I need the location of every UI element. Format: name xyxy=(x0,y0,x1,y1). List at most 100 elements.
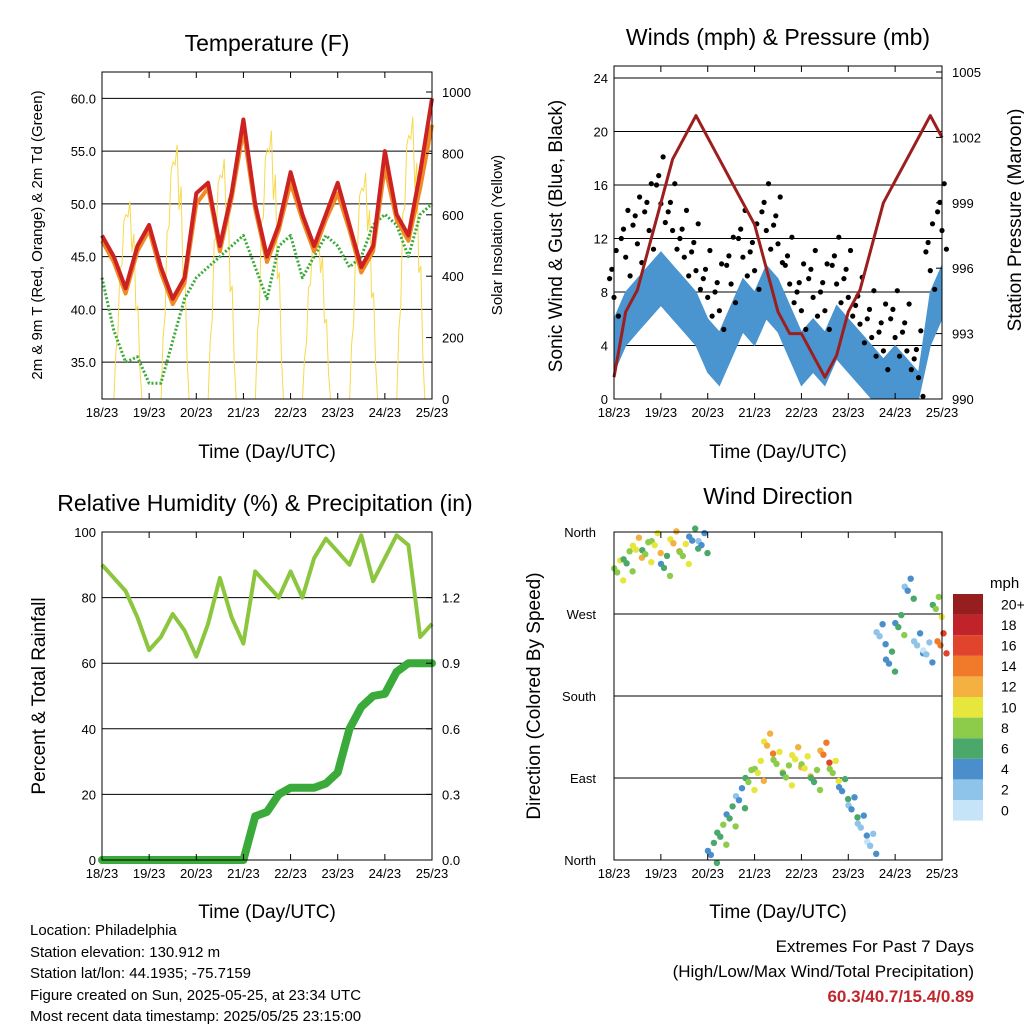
direction-point xyxy=(614,569,621,576)
gust-point xyxy=(892,334,898,341)
speed-legend-swatch xyxy=(953,655,983,677)
gust-point xyxy=(857,321,863,327)
winds-ytick-label: 16 xyxy=(594,178,608,193)
humidity-ytick-right-label: 0.3 xyxy=(442,787,460,802)
gust-point xyxy=(623,254,629,260)
gust-point xyxy=(871,288,877,294)
direction-point xyxy=(873,850,880,857)
gust-point xyxy=(660,154,666,160)
gust-point xyxy=(702,266,709,272)
speed-legend-label: 18 xyxy=(1001,617,1017,633)
gust-point xyxy=(735,235,742,242)
direction-point xyxy=(851,794,858,801)
direction-point xyxy=(863,832,870,839)
direction-point xyxy=(710,839,718,847)
temperature-xtick-label: 18/23 xyxy=(86,405,119,420)
humidity-xticks: 18/23 19/23 20/23 21/23 22/23 23/23 24/23 25/23 xyxy=(86,532,449,881)
gust-point xyxy=(697,286,704,292)
direction-point xyxy=(801,765,808,772)
gust-point xyxy=(923,249,929,255)
temperature-xtick-label: 24/23 xyxy=(369,405,402,420)
solar-insolation-line xyxy=(349,172,379,400)
direction-point xyxy=(898,611,905,619)
gust-point xyxy=(847,247,854,254)
direction-point xyxy=(907,575,914,582)
gust-point xyxy=(826,326,832,332)
direction-point xyxy=(685,560,692,568)
direction-point xyxy=(623,560,630,567)
direction-xtick-label: 24/23 xyxy=(879,866,912,881)
gust-point xyxy=(672,181,678,187)
direction-point xyxy=(673,528,680,535)
direction-point xyxy=(769,750,777,757)
humidity-xtick-label: 24/23 xyxy=(369,866,402,881)
total-rainfall-line xyxy=(98,659,436,864)
temperature-ytick-label: 50.0 xyxy=(71,197,96,212)
humidity-ytick-label: 0 xyxy=(89,853,96,868)
speed-legend-swatch xyxy=(953,758,983,780)
direction-point xyxy=(704,549,711,557)
gust-point xyxy=(768,246,774,252)
gust-point xyxy=(869,334,875,341)
gust-point xyxy=(782,262,788,268)
direction-xtick-label: 18/23 xyxy=(598,866,631,881)
gust-point xyxy=(632,213,638,219)
gust-point xyxy=(707,247,713,254)
gust-point xyxy=(941,181,947,187)
humidity-xtick-label: 21/23 xyxy=(227,866,260,881)
direction-point xyxy=(891,668,899,675)
temperature-xtick-label: 23/23 xyxy=(321,405,354,420)
direction-point xyxy=(626,548,633,555)
gust-point xyxy=(686,273,692,279)
direction-point xyxy=(926,639,933,646)
gust-point xyxy=(841,276,847,282)
direction-point xyxy=(916,630,924,637)
direction-point xyxy=(829,769,836,777)
direction-point xyxy=(713,859,721,867)
elevation-text: Station elevation: 130.912 m xyxy=(30,943,221,961)
temperature-title: Temperature (F) xyxy=(185,30,350,56)
gust-point xyxy=(732,300,739,306)
direction-point xyxy=(782,774,790,781)
direction-point xyxy=(642,551,649,558)
humidity-xtick-label: 23/23 xyxy=(321,866,354,881)
gust-point xyxy=(721,326,727,332)
humidity-xtick-label: 25/23 xyxy=(416,866,449,881)
gust-point xyxy=(740,254,746,260)
gust-point xyxy=(665,209,671,215)
direction-point xyxy=(760,777,767,785)
extremes-title: Extremes For Past 7 Days xyxy=(775,937,974,956)
direction-point xyxy=(707,851,715,859)
speed-legend-swatches: 0 2 4 6 8 10 12 14 16 18 20+ xyxy=(953,594,1024,821)
gust-point xyxy=(853,302,859,308)
direction-point xyxy=(943,650,950,657)
direction-point xyxy=(717,833,724,840)
gust-point xyxy=(831,253,838,259)
direction-point xyxy=(826,759,833,766)
relative-humidity-line xyxy=(100,533,434,659)
direction-point xyxy=(935,593,942,601)
direction-point xyxy=(804,753,811,760)
speed-legend-swatch xyxy=(953,717,983,739)
gust-point xyxy=(808,266,814,272)
gust-point xyxy=(700,276,706,282)
direction-point xyxy=(910,595,917,602)
gust-point xyxy=(787,281,793,287)
gust-point xyxy=(646,227,652,234)
direction-point xyxy=(720,821,727,828)
gust-point xyxy=(756,286,762,292)
gust-point xyxy=(644,199,650,205)
gust-point xyxy=(814,313,821,319)
direction-point xyxy=(913,642,921,649)
direction-xtick-label: 21/23 xyxy=(738,866,771,881)
direction-point xyxy=(660,564,668,572)
solar-insolation-line xyxy=(113,201,143,400)
temperature-xtick-label: 19/23 xyxy=(133,405,166,420)
gust-point xyxy=(789,234,795,240)
gust-point xyxy=(607,276,613,282)
direction-point xyxy=(888,648,896,655)
speed-legend-swatch xyxy=(953,738,983,759)
direction-point xyxy=(879,621,886,628)
gust-point xyxy=(843,266,849,272)
gust-point xyxy=(630,222,636,228)
